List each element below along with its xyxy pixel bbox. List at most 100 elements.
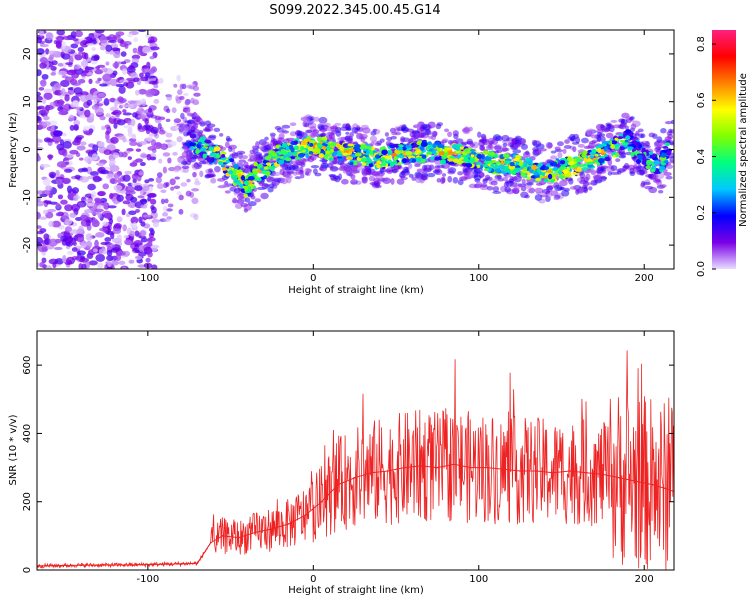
colorbar-tick-label: 0.0 [696,261,707,277]
heatmap-cell [294,176,302,180]
heatmap-cell [190,97,195,104]
heatmap-cell [662,149,668,153]
heatmap-cell [122,174,131,182]
heatmap-cell [52,130,63,137]
heatmap-cell [591,149,596,153]
heatmap-cell [663,172,672,176]
heatmap-cell [46,32,54,41]
heatmap-cell [153,84,159,89]
heatmap-cell [110,115,116,119]
heatmap-cell [130,216,139,224]
heatmap-cell [581,137,589,144]
heatmap-cell [387,159,392,164]
snr-data-point [337,483,339,486]
heatmap-cell [204,140,212,144]
heatmap-cell [39,261,45,268]
heatmap-cell [137,107,144,114]
heatmap-cell [105,132,110,141]
heatmap-cell [64,76,75,83]
heatmap-cell [578,164,585,168]
heatmap-cell [236,180,241,185]
heatmap-cell [37,69,42,77]
heatmap-cell [110,136,119,144]
heatmap-cell [137,252,147,257]
heatmap-cell [208,168,214,173]
heatmap-cell [345,131,350,135]
heatmap-cell [160,143,169,151]
heatmap-cell [414,133,422,137]
heatmap-cell [45,185,53,192]
heatmap-cell [150,204,155,210]
heatmap-cell [520,186,527,192]
heatmap-cell [526,182,534,186]
heatmap-cell [37,106,42,111]
colorbar-ticks: 0.0 0.2 0.4 0.6 0.8 [696,36,716,277]
heatmap-cell [116,119,126,126]
heatmap-cell [610,140,618,145]
heatmap-cell [254,152,263,157]
heatmap-cell [386,136,393,142]
heatmap-cell [72,241,77,247]
heatmap-cell [97,191,106,197]
heatmap-cell [132,222,137,229]
heatmap-cell [199,136,206,142]
heatmap-cell [137,30,147,33]
heatmap-cell [321,136,328,141]
heatmap-cell [550,150,557,154]
heatmap-cell [467,169,474,176]
heatmap-cell [547,173,553,180]
heatmap-cell [247,183,255,187]
heatmap-cell [569,186,577,190]
heatmap-cell [370,130,377,136]
x-tick-label: -100 [137,574,160,585]
snr-data-point [386,470,389,472]
heatmap-cell [98,248,107,255]
heatmap-cell [73,65,81,70]
heatmap-cell [186,178,191,183]
heatmap-cell [463,148,471,154]
heatmap-cell [225,159,230,164]
heatmap-cell [51,85,57,93]
heatmap-cell [130,72,139,79]
heatmap-cell [405,144,413,149]
heatmap-cell [534,194,543,201]
snr-y-ticks: 0 200 400 600 [22,356,674,573]
heatmap-cell [80,60,89,68]
heatmap-cell [99,35,108,44]
heatmap-cell [154,115,162,121]
heatmap-cell [100,67,108,73]
heatmap-cell [37,111,41,117]
heatmap-cell [399,136,406,143]
heatmap-cell [376,160,381,164]
heatmap-cell [122,200,131,205]
heatmap-cell [624,125,629,131]
heatmap-cell [106,249,113,257]
heatmap-cell [124,170,132,175]
heatmap-cell [193,92,201,97]
heatmap-cell [318,153,325,159]
heatmap-cell [313,116,320,122]
heatmap-cell [107,40,117,44]
heatmap-cell [615,158,621,163]
heatmap-cell [165,118,171,122]
heatmap-cell [468,126,473,132]
heatmap-cell [504,186,511,193]
heatmap-cell [535,177,541,182]
heatmap-cell [502,153,510,158]
heatmap-cell [213,127,221,132]
heatmap-cell [263,166,269,170]
heatmap-cell [311,131,319,137]
y-tick-label: 600 [22,356,33,375]
heatmap-cell [128,210,137,216]
heatmap-cell [505,180,514,187]
heatmap-cell [490,163,495,168]
heatmap-cell [346,167,352,172]
snr-data-point [370,471,373,474]
snr-data-point [196,562,199,564]
heatmap-cell [259,167,264,171]
heatmap-cell [83,125,91,132]
heatmap-cell [60,199,68,205]
heatmap-cell [69,149,79,155]
heatmap-cell [149,46,160,51]
